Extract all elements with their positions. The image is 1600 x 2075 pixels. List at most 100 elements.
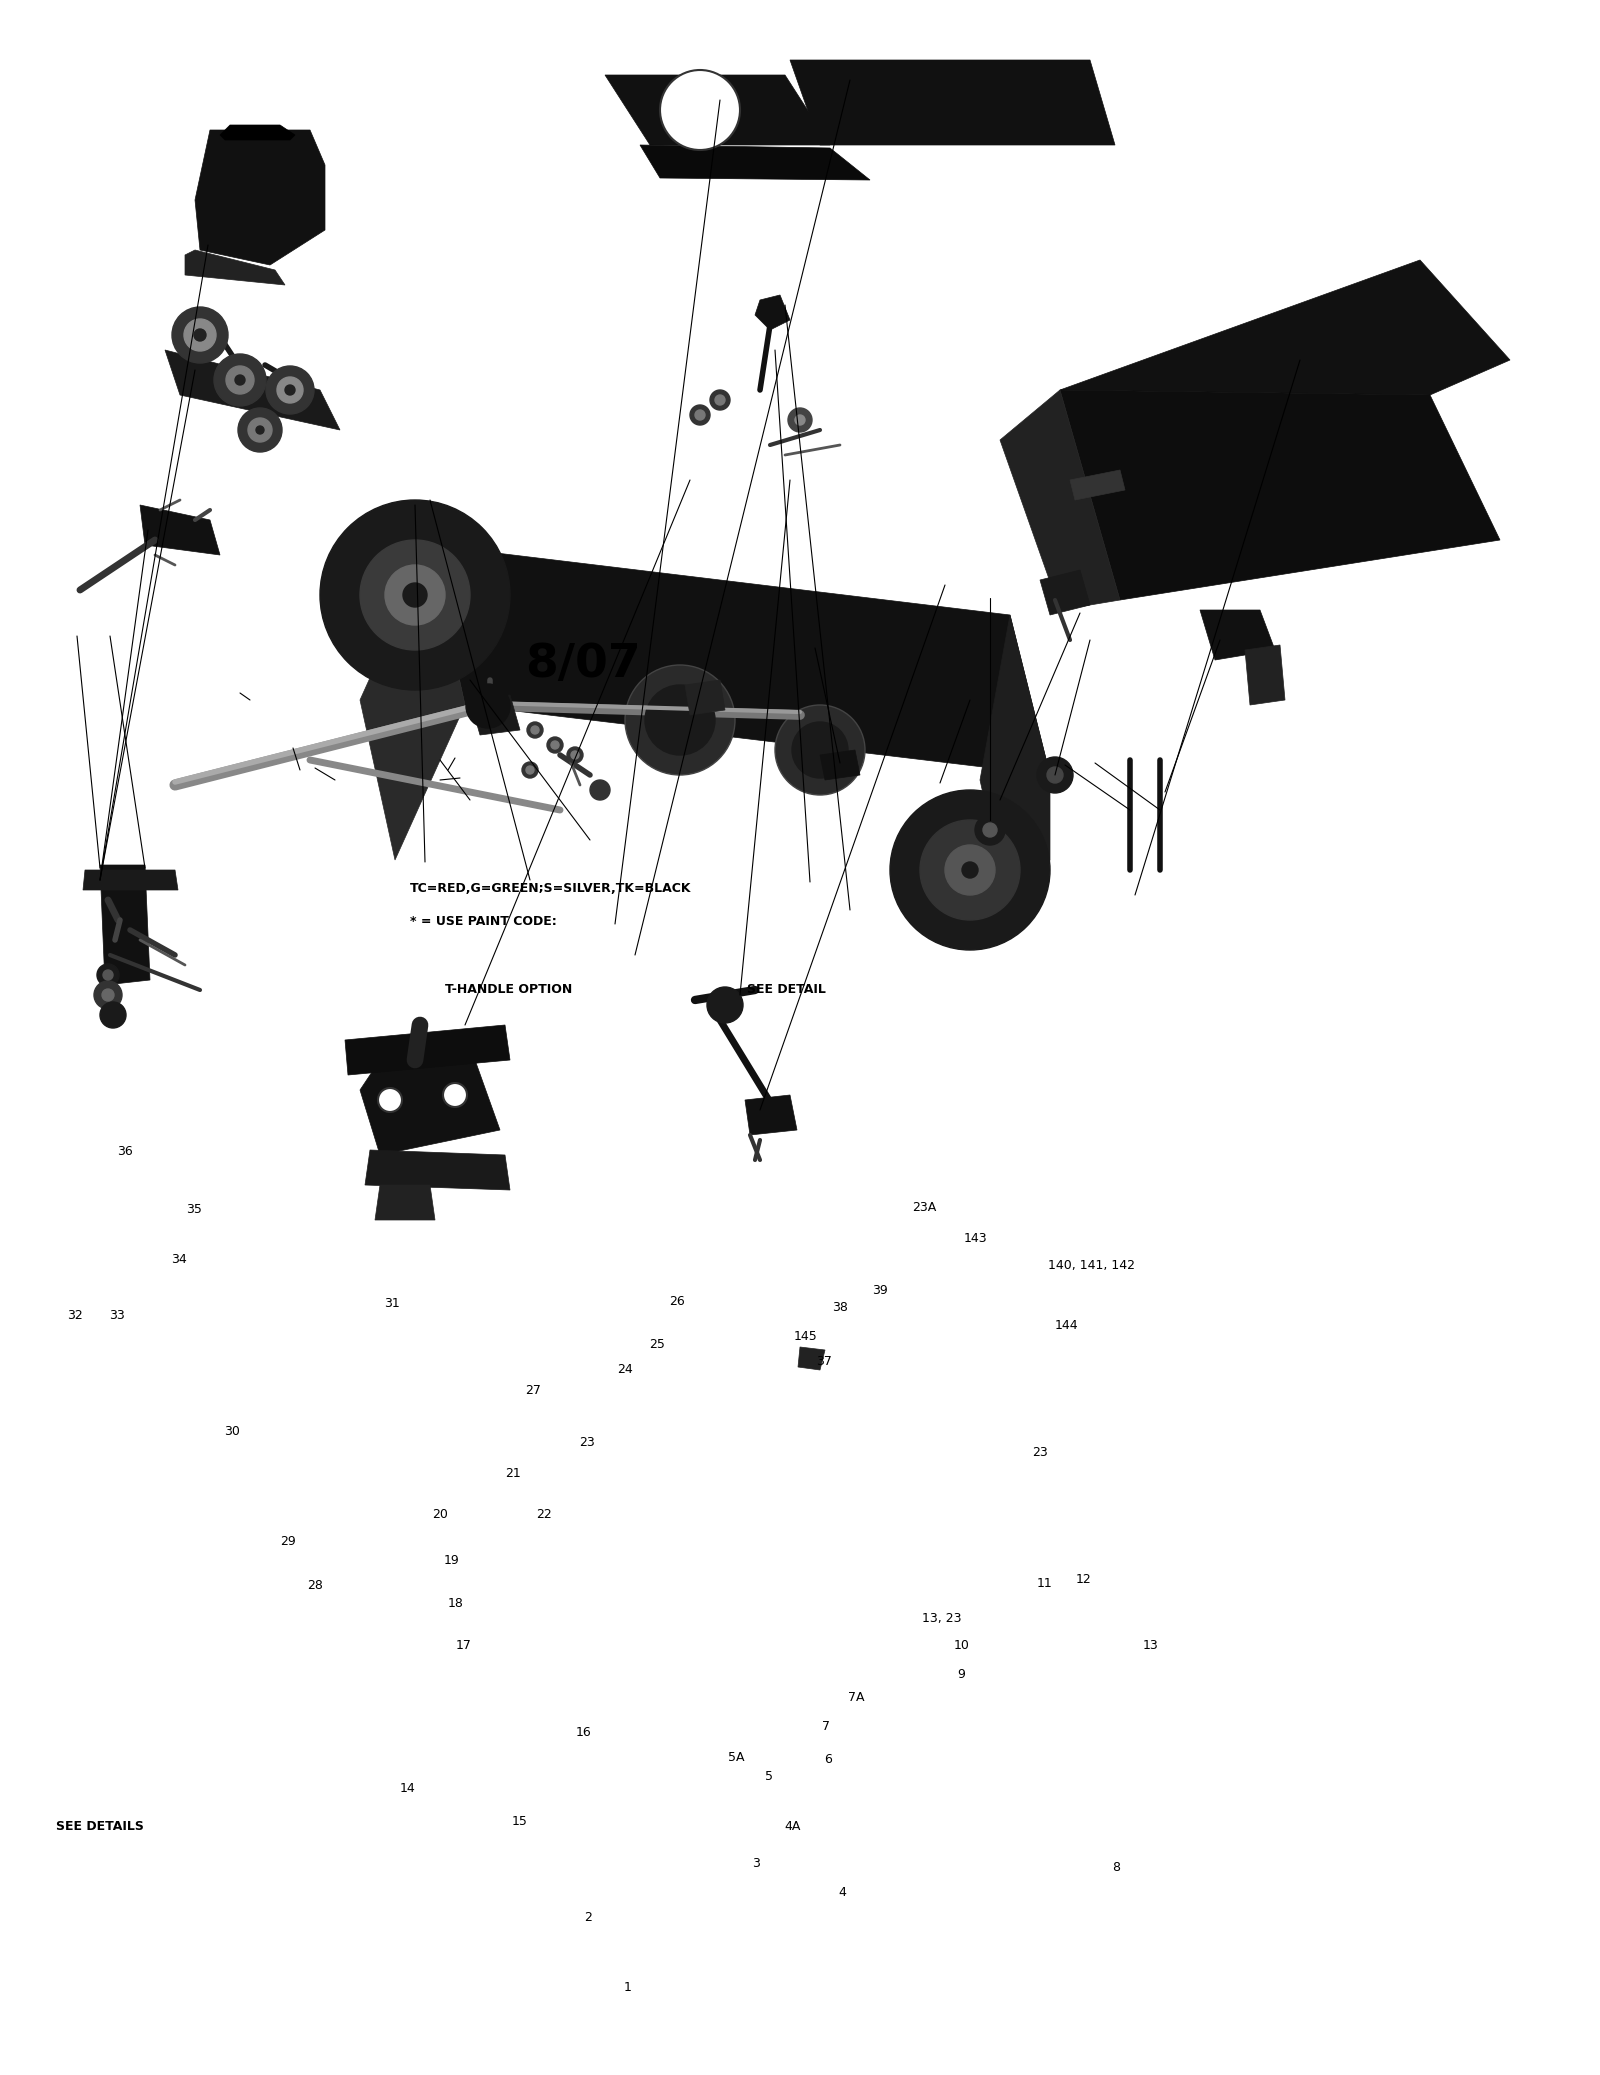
Polygon shape [746,1096,797,1135]
Polygon shape [1059,259,1510,394]
Circle shape [690,405,710,425]
Circle shape [626,664,734,774]
Circle shape [99,1002,126,1027]
Circle shape [443,1083,467,1106]
Circle shape [248,417,272,442]
Polygon shape [1059,390,1501,600]
Polygon shape [195,131,325,266]
Text: 23: 23 [579,1436,595,1448]
Polygon shape [1245,645,1285,706]
Text: 22: 22 [536,1509,552,1521]
Polygon shape [165,351,339,430]
Polygon shape [83,869,178,890]
Text: 4A: 4A [784,1820,800,1832]
Circle shape [386,564,445,625]
Polygon shape [1040,571,1090,614]
Circle shape [920,820,1021,919]
Circle shape [890,791,1050,950]
Text: 20: 20 [432,1509,448,1521]
Polygon shape [790,60,1115,145]
Circle shape [173,307,229,363]
Text: SEE DETAIL: SEE DETAIL [747,984,826,996]
Text: 3: 3 [752,1857,760,1870]
Circle shape [98,965,118,986]
Text: 8/07: 8/07 [525,641,640,687]
Circle shape [102,990,114,1000]
Circle shape [360,540,470,649]
Text: 27: 27 [525,1384,541,1396]
Text: TC=RED,G=GREEN;S=SILVER,TK=BLACK: TC=RED,G=GREEN;S=SILVER,TK=BLACK [410,882,691,894]
Circle shape [792,722,848,778]
Polygon shape [1200,610,1275,660]
Polygon shape [374,1185,435,1220]
Text: 31: 31 [384,1297,400,1309]
Circle shape [285,386,294,394]
Text: 5A: 5A [728,1751,744,1764]
Polygon shape [755,295,790,330]
Polygon shape [979,614,1050,915]
Text: 145: 145 [794,1330,818,1343]
Circle shape [466,685,510,728]
Circle shape [403,583,427,608]
Text: 32: 32 [67,1309,83,1322]
Text: 140, 141, 142: 140, 141, 142 [1048,1260,1134,1272]
Circle shape [590,780,610,801]
Polygon shape [685,681,725,716]
Text: 13: 13 [1142,1639,1158,1652]
Polygon shape [346,1025,510,1075]
Circle shape [522,762,538,778]
Circle shape [184,320,216,351]
Circle shape [645,685,715,755]
Text: 11: 11 [1037,1577,1053,1589]
Circle shape [694,411,706,419]
Circle shape [566,747,582,764]
Polygon shape [360,1060,499,1156]
Polygon shape [141,504,221,554]
Circle shape [707,988,742,1023]
Text: T-HANDLE OPTION: T-HANDLE OPTION [445,984,573,996]
Circle shape [1046,768,1062,782]
Polygon shape [470,695,520,735]
Circle shape [547,737,563,753]
Text: 19: 19 [443,1554,459,1567]
Text: 33: 33 [109,1309,125,1322]
Polygon shape [430,546,1050,774]
Polygon shape [605,75,830,145]
Text: 8: 8 [1112,1861,1120,1874]
Polygon shape [360,546,466,859]
Text: 23A: 23A [912,1201,936,1214]
Text: 9: 9 [957,1668,965,1681]
Polygon shape [186,249,285,284]
Circle shape [238,409,282,452]
Text: 25: 25 [650,1338,666,1351]
Polygon shape [640,145,870,181]
Text: 13, 23: 13, 23 [922,1612,962,1625]
Text: 14: 14 [400,1782,416,1795]
Text: * = USE PAINT CODE:: * = USE PAINT CODE: [410,915,557,928]
Polygon shape [365,1150,510,1189]
Circle shape [1037,757,1074,793]
Circle shape [715,394,725,405]
Text: 144: 144 [1054,1320,1078,1332]
Circle shape [277,378,302,403]
Circle shape [102,969,114,979]
Text: 6: 6 [824,1753,832,1766]
Circle shape [526,766,534,774]
Circle shape [787,409,813,432]
Text: 1: 1 [624,1982,632,1994]
Text: 38: 38 [832,1301,848,1313]
Circle shape [226,365,254,394]
Text: 15: 15 [512,1816,528,1828]
Text: 26: 26 [669,1295,685,1307]
Circle shape [378,1087,402,1112]
Text: 18: 18 [448,1598,464,1610]
Text: 143: 143 [963,1233,987,1245]
Circle shape [774,706,866,795]
Circle shape [962,861,978,878]
Text: 5: 5 [765,1770,773,1782]
Circle shape [320,500,510,691]
Circle shape [710,390,730,411]
Circle shape [550,741,558,749]
Text: 35: 35 [186,1204,202,1216]
Text: 16: 16 [576,1726,592,1739]
